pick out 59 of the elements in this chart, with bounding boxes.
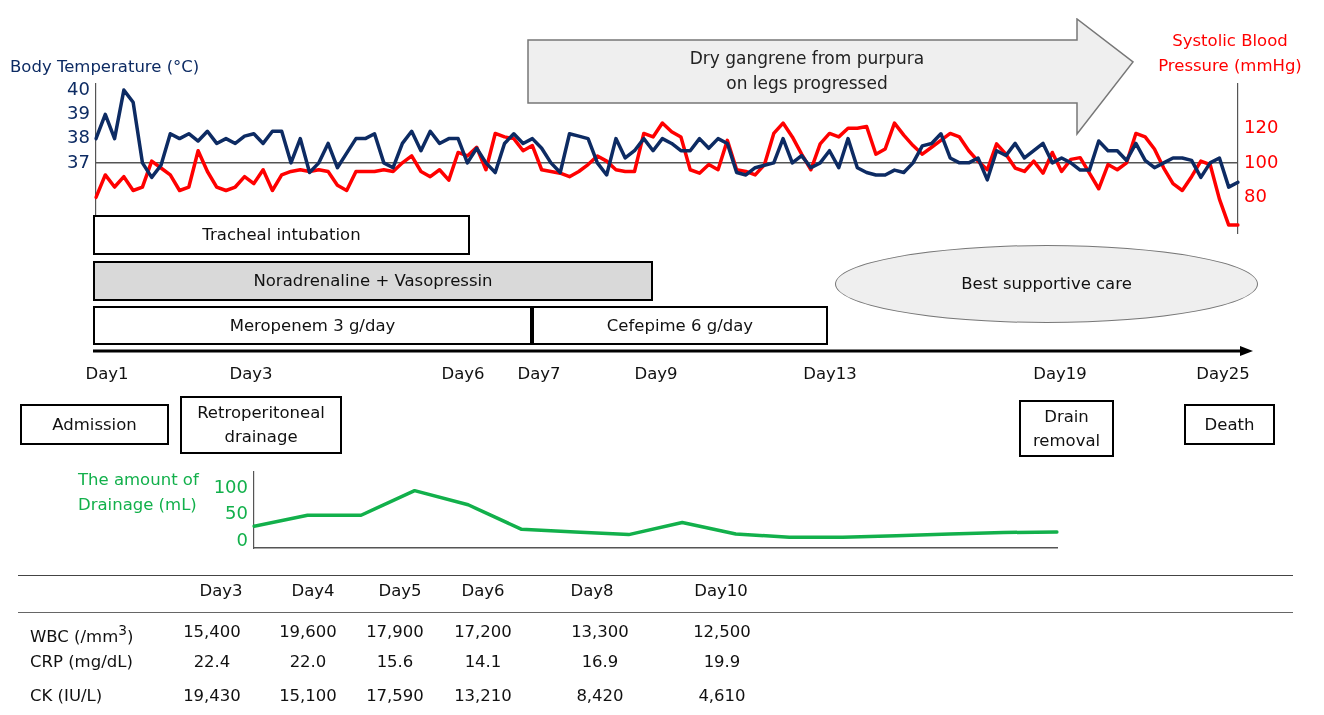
data-label: 17,200 [453,622,513,641]
data-label: 17,590 [365,686,425,705]
text: CRP (mg/dL) [30,652,133,671]
y-tick-label: 50 [225,502,248,524]
text: Day6 [440,364,486,383]
ellipse-shape: Best supportive care [835,245,1258,323]
data-label: 13,210 [453,686,513,705]
annotation: Tracheal intubation [202,224,361,246]
label-box: Noradrenaline + Vasopressin [93,261,653,301]
text: Day25 [1195,364,1251,383]
text: Day19 [1032,364,1088,383]
y-axis-title: The amount of Drainage (mL) [78,469,200,516]
data-label: 4,610 [697,686,747,705]
label-box: Admission [20,404,169,445]
text: WBC (/mm$^{3}$) [30,622,134,646]
y2-tick-label: 100 [1244,150,1279,172]
text: Day7 [516,364,562,383]
y2-tick-label: 80 [1244,185,1267,207]
y2-axis-title: Systolic Blood Pressure (mmHg) [1157,30,1303,77]
data-label: 15,400 [182,622,242,641]
data-label: 14.1 [463,652,503,671]
label-box: Meropenem 3 g/day [93,306,532,345]
category-label: Day3 [198,581,244,600]
data-label: 22.4 [192,652,232,671]
y-axis-title: Body Temperature (°C) [10,56,201,78]
data-label: 19,430 [182,686,242,705]
data-label: 19.9 [702,652,742,671]
y-tick-label: 38 [67,126,90,148]
category-label: Day4 [290,581,336,600]
data-label: 15.6 [375,652,415,671]
text: Day9 [633,364,679,383]
data-label: 15,100 [278,686,338,705]
label-box: Cefepime 6 g/day [532,306,828,345]
data-label: 22.0 [288,652,328,671]
data-label: 17,900 [365,622,425,641]
annotation: Dry gangrene from purpura on legs progressed [688,47,926,95]
y-tick-label: 100 [213,476,248,498]
text: Day3 [228,364,274,383]
label-box: Tracheal intubation [93,215,470,255]
label-box: Retroperitoneal drainage [180,396,342,454]
data-label: 19,600 [278,622,338,641]
y-tick-label: 40 [67,77,90,99]
category-label: Day5 [377,581,423,600]
y-tick-label: 0 [236,528,248,550]
text: Day13 [802,364,858,383]
category-label: Day6 [460,581,506,600]
data-label: 16.9 [580,652,620,671]
label-box: Drain removal [1019,400,1114,457]
label-box: Death [1184,404,1275,445]
y-tick-label: 37 [67,150,90,172]
category-label: Day10 [693,581,749,600]
category-label: Day8 [569,581,615,600]
data-label: 13,300 [570,622,630,641]
data-label: 8,420 [575,686,625,705]
text: Day1 [84,364,130,383]
data-label: 12,500 [692,622,752,641]
y-tick-label: 39 [67,102,90,123]
y2-tick-label: 120 [1244,115,1279,137]
text: CK (IU/L) [30,686,103,705]
